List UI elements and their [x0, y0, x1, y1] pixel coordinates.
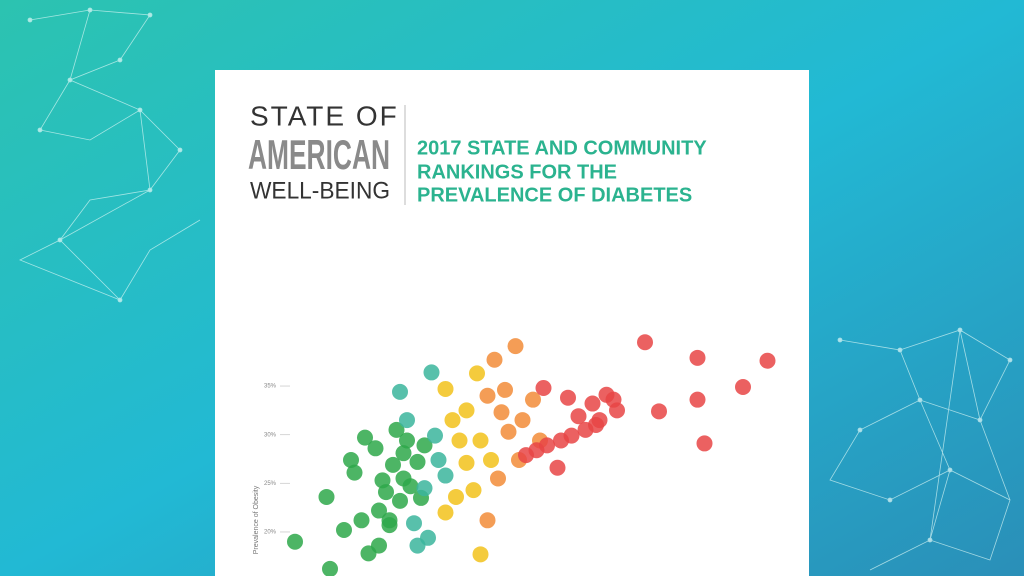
data-point	[549, 459, 566, 476]
brand-line: STATE OF	[250, 100, 399, 131]
data-point	[469, 365, 485, 382]
data-point	[437, 504, 454, 521]
data-point	[430, 451, 447, 468]
data-point	[437, 380, 454, 397]
data-point	[423, 364, 440, 381]
data-point	[392, 492, 408, 509]
data-point	[490, 470, 506, 487]
document-page	[215, 70, 809, 576]
data-point	[514, 412, 531, 429]
scatter-plot: 20% 25% 30% 35%	[264, 334, 776, 576]
y-axis-label: Prevalence of Obesity	[253, 485, 260, 554]
data-point	[497, 381, 513, 398]
data-point	[479, 387, 496, 404]
data-point	[385, 456, 401, 473]
data-point	[399, 412, 415, 429]
data-point	[448, 488, 464, 505]
data-point	[378, 484, 394, 501]
data-point	[318, 488, 335, 505]
data-point	[570, 408, 587, 425]
data-point	[444, 412, 461, 429]
y-tick-label: 35%	[264, 384, 277, 390]
data-point	[637, 334, 653, 351]
brand-line: AMERICAN	[248, 131, 390, 178]
data-point	[483, 451, 499, 468]
data-point	[371, 502, 387, 519]
data-point	[584, 395, 601, 412]
data-point	[535, 379, 552, 396]
report-title: RANKINGS FOR THE	[417, 161, 617, 183]
data-point	[409, 453, 426, 470]
data-point	[392, 383, 408, 400]
data-point	[465, 482, 482, 499]
data-point	[472, 432, 489, 449]
data-point	[346, 464, 363, 481]
data-point	[336, 522, 352, 539]
data-point	[388, 421, 405, 438]
y-tick-label: 20%	[264, 530, 277, 536]
data-point	[458, 454, 475, 471]
data-point	[479, 512, 496, 529]
brand-line: WELL-BEING	[250, 177, 390, 204]
data-point	[518, 447, 534, 464]
data-point	[371, 537, 387, 554]
data-point	[759, 352, 776, 369]
data-point	[367, 440, 384, 457]
data-point	[472, 546, 489, 563]
data-point	[735, 379, 751, 396]
data-point	[406, 515, 422, 532]
data-point	[437, 467, 454, 484]
data-point	[605, 391, 622, 408]
data-point	[343, 451, 359, 468]
data-point	[287, 533, 303, 550]
data-point	[451, 432, 468, 449]
data-point	[427, 427, 443, 444]
data-point	[588, 416, 604, 433]
data-point	[500, 423, 517, 440]
data-point	[553, 432, 569, 449]
data-point	[525, 391, 541, 408]
network-decoration	[19, 7, 1013, 571]
data-point	[507, 338, 524, 355]
y-tick-label: 30%	[264, 432, 277, 438]
data-point	[458, 402, 475, 419]
data-point	[402, 478, 419, 495]
data-point	[322, 560, 338, 576]
data-point	[416, 480, 433, 497]
data-point	[493, 404, 510, 421]
data-point	[381, 517, 398, 534]
report-title: 2017 STATE AND COMMUNITY	[417, 137, 707, 159]
report-title: PREVALENCE OF DIABETES	[417, 184, 692, 206]
data-point	[651, 403, 667, 420]
y-tick-label: 25%	[264, 481, 277, 487]
data-point	[357, 429, 373, 446]
data-point	[689, 349, 706, 366]
data-point	[395, 445, 412, 462]
data-point	[696, 435, 713, 452]
data-point	[486, 351, 503, 368]
data-point	[353, 512, 370, 529]
data-point	[689, 391, 706, 408]
data-point	[560, 389, 576, 406]
data-point	[416, 437, 433, 454]
data-point	[409, 537, 426, 554]
data-point	[399, 432, 415, 449]
